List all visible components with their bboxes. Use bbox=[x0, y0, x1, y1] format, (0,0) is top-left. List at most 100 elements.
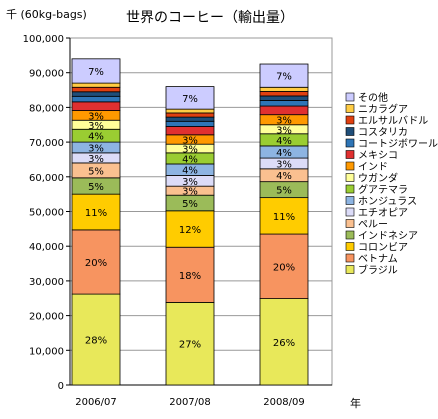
y-tick-label: 90,000 bbox=[29, 69, 64, 80]
x-tick-label: 2006/07 bbox=[75, 397, 117, 408]
legend-swatch bbox=[345, 207, 355, 217]
bar-segment bbox=[259, 233, 309, 299]
legend-swatch bbox=[345, 219, 355, 228]
y-tick-label: 0 bbox=[58, 381, 64, 392]
data-label: 5% bbox=[182, 199, 198, 210]
legend-swatch bbox=[345, 104, 355, 113]
data-label: 5% bbox=[88, 166, 104, 177]
legend-label: ウガンダ bbox=[358, 172, 398, 185]
y-tick-label: 30,000 bbox=[29, 277, 64, 288]
data-label: 4% bbox=[182, 166, 198, 177]
legend-swatch bbox=[345, 230, 355, 240]
y-tick-label: 20,000 bbox=[29, 312, 64, 323]
bar-segment bbox=[165, 108, 215, 114]
legend-label: エルサルバドル bbox=[358, 115, 428, 127]
bar-layer: 28%20%11%5%5%3%3%4%3%3%7%27%18%12%5%3%3%… bbox=[71, 58, 309, 386]
data-label: 5% bbox=[276, 186, 292, 197]
y-tick-label: 40,000 bbox=[29, 242, 64, 253]
data-label: 3% bbox=[276, 116, 292, 127]
data-label: 26% bbox=[273, 338, 295, 349]
data-label: 5% bbox=[88, 182, 104, 193]
legend-label: コートジボワール bbox=[358, 138, 438, 150]
data-label: 20% bbox=[273, 262, 295, 273]
legend-label: コスタリカ bbox=[358, 127, 408, 139]
bar-segment bbox=[165, 302, 215, 386]
legend-swatch bbox=[345, 115, 355, 125]
data-label: 7% bbox=[182, 94, 198, 105]
bar-segment bbox=[165, 246, 215, 303]
legend-label: グアテマラ bbox=[358, 183, 408, 196]
legend: その他ニカラグアエルサルバドルコスタリカコートジボワールメキシコインドウガンダグ… bbox=[345, 91, 438, 277]
bar-segment bbox=[259, 105, 309, 116]
data-label: 3% bbox=[182, 145, 198, 156]
bar-segment bbox=[165, 210, 215, 248]
data-label: 3% bbox=[88, 143, 104, 154]
x-axis-label: 年 bbox=[350, 396, 361, 410]
legend-swatch bbox=[345, 138, 355, 148]
data-label: 3% bbox=[182, 135, 198, 146]
x-tick-label: 2007/08 bbox=[169, 397, 211, 408]
bar-segment bbox=[259, 100, 309, 107]
legend-label: ベトナム bbox=[358, 253, 398, 265]
bar-segment bbox=[71, 193, 121, 231]
bar-segment bbox=[165, 126, 215, 136]
bar-segment bbox=[71, 58, 121, 84]
legend-label: エチオピア bbox=[358, 207, 408, 219]
legend-label: ブラジル bbox=[358, 264, 398, 277]
legend-swatch bbox=[345, 242, 355, 251]
data-label: 27% bbox=[179, 340, 201, 351]
data-label: 7% bbox=[276, 72, 292, 83]
legend-swatch bbox=[345, 253, 355, 263]
data-label: 11% bbox=[273, 212, 295, 223]
legend-swatch bbox=[345, 92, 355, 102]
y-tick-label: 10,000 bbox=[29, 346, 64, 357]
bar-segment bbox=[259, 298, 309, 386]
data-label: 3% bbox=[88, 111, 104, 122]
data-label: 12% bbox=[179, 225, 201, 236]
legend-label: その他 bbox=[358, 91, 388, 104]
data-label: 4% bbox=[88, 132, 104, 143]
y-tick-label: 60,000 bbox=[29, 173, 64, 184]
bar-segment bbox=[71, 86, 121, 93]
legend-label: インドネシア bbox=[358, 230, 418, 242]
bar-segment bbox=[71, 101, 121, 111]
bar-segment bbox=[71, 95, 121, 103]
y-tick-label: 80,000 bbox=[29, 103, 64, 114]
bar-segment bbox=[259, 95, 309, 101]
y-tick-label: 100,000 bbox=[23, 34, 64, 45]
data-label: 3% bbox=[88, 154, 104, 165]
data-label: 18% bbox=[179, 271, 201, 282]
bar-segment bbox=[259, 86, 309, 92]
legend-label: コロンビア bbox=[358, 242, 408, 254]
bar-segment bbox=[71, 82, 121, 88]
data-label: 4% bbox=[276, 148, 292, 159]
data-label: 20% bbox=[85, 258, 107, 269]
data-label: 3% bbox=[276, 125, 292, 136]
data-label: 3% bbox=[182, 187, 198, 198]
legend-swatch bbox=[345, 265, 355, 274]
data-label: 11% bbox=[85, 208, 107, 219]
y-axis-label: 千 (60kg-bags) bbox=[6, 8, 87, 21]
legend-label: メキシコ bbox=[358, 151, 398, 162]
bar-segment bbox=[71, 229, 121, 295]
legend-label: ニカラグア bbox=[358, 103, 408, 116]
bar-segment bbox=[165, 86, 215, 110]
data-label: 4% bbox=[276, 136, 292, 147]
data-label: 3% bbox=[276, 159, 292, 170]
bar-segment bbox=[259, 91, 309, 97]
legend-swatch bbox=[345, 173, 355, 182]
bar-segment bbox=[259, 63, 309, 88]
legend-label: ペルー bbox=[358, 220, 388, 231]
legend-swatch bbox=[345, 184, 355, 194]
bar-segment bbox=[71, 293, 121, 386]
bar-segment bbox=[165, 120, 215, 127]
x-tick-label: 2008/09 bbox=[263, 397, 305, 408]
bar-segment bbox=[71, 91, 121, 97]
legend-swatch bbox=[345, 150, 355, 159]
legend-swatch bbox=[345, 127, 355, 136]
chart-title: 世界のコーヒー（輸出量） bbox=[126, 10, 294, 26]
data-label: 3% bbox=[88, 121, 104, 132]
legend-swatch bbox=[345, 161, 355, 171]
bar-segment bbox=[165, 112, 215, 118]
